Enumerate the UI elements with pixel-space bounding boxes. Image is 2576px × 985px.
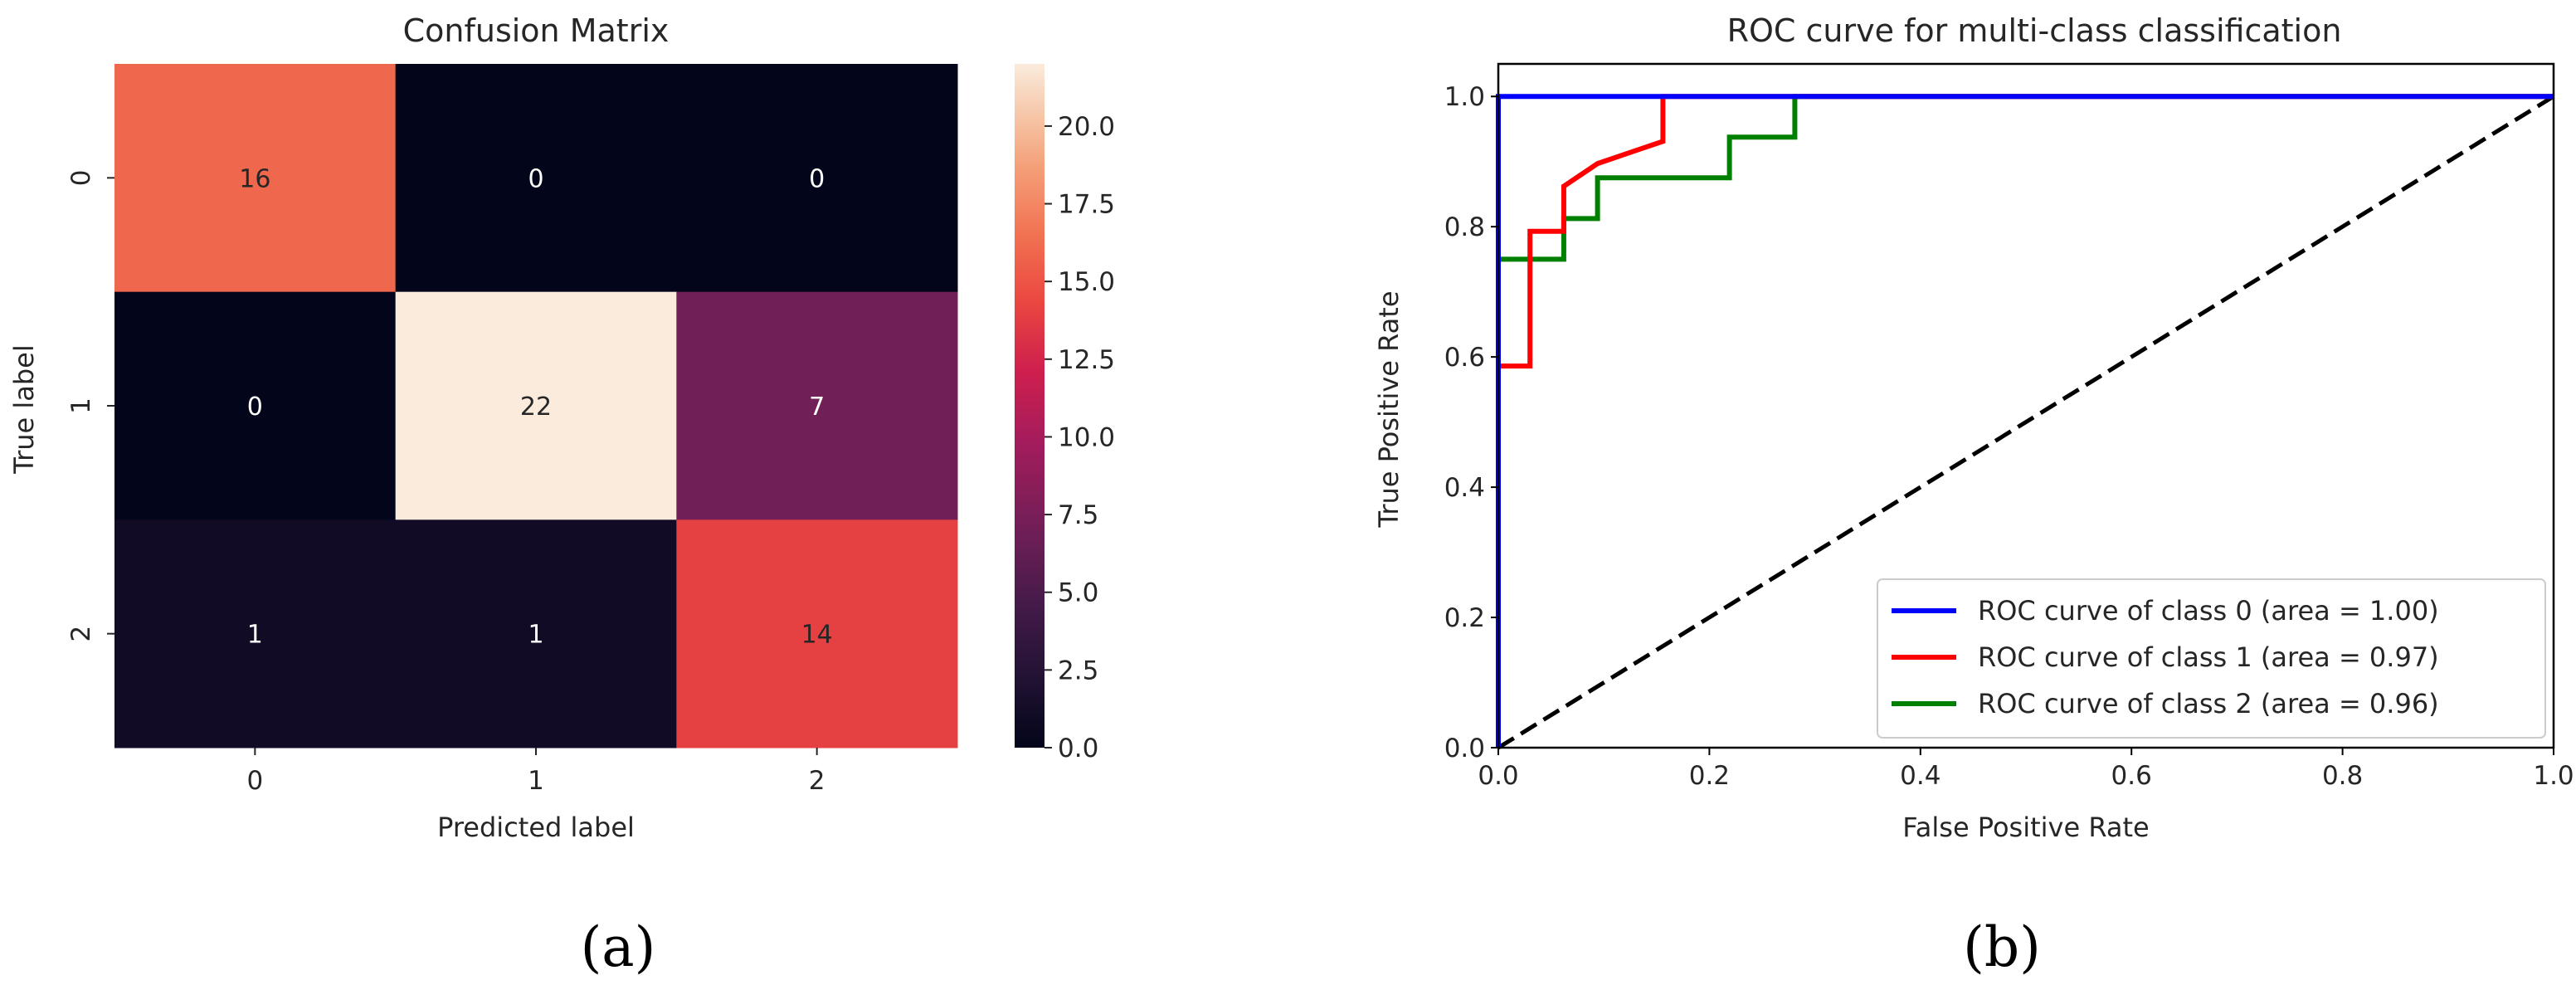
legend-box [1877,578,2546,739]
roc-x-ticks: 0.0 0.2 0.4 0.6 0.8 1.0 [1478,748,2574,791]
cm-cell [395,64,677,293]
cm-cell-value: 7 [809,393,825,422]
roc-series-line [1496,94,2554,748]
cm-cell [676,291,958,520]
legend-label: ROC curve of class 1 (area = 0.97) [1978,641,2439,673]
colorbar-tick-label: 10.0 [1058,422,1115,452]
roc-x-tick-label: 0.6 [2111,761,2152,791]
roc-x-label: False Positive Rate [1902,812,2149,843]
roc-x-tick-label: 0.4 [1900,761,1941,791]
cm-y-ticks: 0 1 2 [66,169,114,642]
cm-cell-value: 0 [528,164,543,193]
panel-label-a: (a) [581,915,656,979]
colorbar-tick-label: 15.0 [1058,267,1115,297]
cm-cell [676,519,958,749]
colorbar-tick-label: 2.5 [1058,656,1098,685]
cm-cells: 16 0 0 0 22 7 1 1 14 [114,64,958,749]
colorbar-ticks: 0.0 2.5 5.0 7.5 10.0 12.5 15.0 17.5 20.0 [1045,112,1115,763]
cm-y-tick-label: 0 [66,169,96,186]
roc-x-tick-label: 0.2 [1689,761,1730,791]
colorbar-tick-label: 17.5 [1058,190,1115,220]
cm-x-tick-label: 0 [246,766,263,796]
cm-cell-value: 1 [528,621,543,650]
cm-x-tick-label: 1 [528,766,544,796]
roc-series-line [1497,95,2555,750]
cm-cell-value: 0 [809,164,825,193]
cm-title: Confusion Matrix [403,12,670,49]
cm-cell-value: 14 [801,621,833,650]
roc-frame [1497,62,2555,749]
roc-y-tick-label: 1.0 [1444,82,1485,112]
cm-cell-value: 16 [239,164,270,193]
cm-y-label: True label [8,344,40,475]
confusion-matrix-panel: Confusion Matrix 16 0 0 0 22 7 1 1 14 0 1 2 0 1 2 Pr… [8,12,1115,979]
colorbar-tick-label: 20.0 [1058,112,1115,142]
roc-y-ticks: 0.0 0.2 0.4 0.6 0.8 1.0 [1444,82,1498,763]
colorbar-tick-label: 12.5 [1058,345,1115,375]
cm-cell-value: 22 [520,393,552,422]
roc-x-tick-label: 0.8 [2322,761,2363,791]
roc-y-label: True Positive Rate [1373,290,1405,528]
legend-label: ROC curve of class 0 (area = 1.00) [1978,595,2439,627]
cm-cell-value: 1 [247,621,263,650]
roc-legend: ROC curve of class 0 (area = 1.00) ROC cu… [1877,578,2546,739]
cm-cell-value: 0 [247,393,263,422]
roc-series-line [1496,94,2554,748]
cm-cell [114,64,397,293]
cm-y-tick-label: 1 [66,397,96,414]
cm-cell [114,519,397,749]
cm-cell [114,291,397,520]
colorbar [1015,64,1045,748]
colorbar-tick-label: 0.0 [1058,734,1098,763]
roc-y-tick-label: 0.8 [1444,212,1485,242]
cm-x-ticks: 0 1 2 [246,748,825,796]
roc-y-tick-label: 0.0 [1444,734,1485,763]
cm-cell [395,291,677,520]
roc-panel: ROC curve for multi-class classification… [1373,12,2574,979]
roc-x-tick-label: 1.0 [2533,761,2574,791]
cm-x-label: Predicted label [437,812,635,843]
cm-y-tick-label: 2 [66,626,96,642]
cm-cell [395,519,677,749]
panel-label-b: (b) [1963,915,2041,979]
roc-title: ROC curve for multi-class classification [1727,12,2342,49]
cm-x-tick-label: 2 [809,766,825,796]
roc-x-tick-label: 0.0 [1478,761,1518,791]
colorbar-tick-label: 5.0 [1058,578,1098,608]
roc-y-tick-label: 0.6 [1444,343,1485,373]
legend-items: ROC curve of class 0 (area = 1.00) ROC cu… [1892,595,2439,719]
cm-cell [676,64,958,293]
roc-y-tick-label: 0.2 [1444,603,1485,633]
colorbar-tick-label: 7.5 [1058,500,1098,530]
legend-label: ROC curve of class 2 (area = 0.96) [1978,688,2439,719]
roc-y-tick-label: 0.4 [1444,473,1485,503]
